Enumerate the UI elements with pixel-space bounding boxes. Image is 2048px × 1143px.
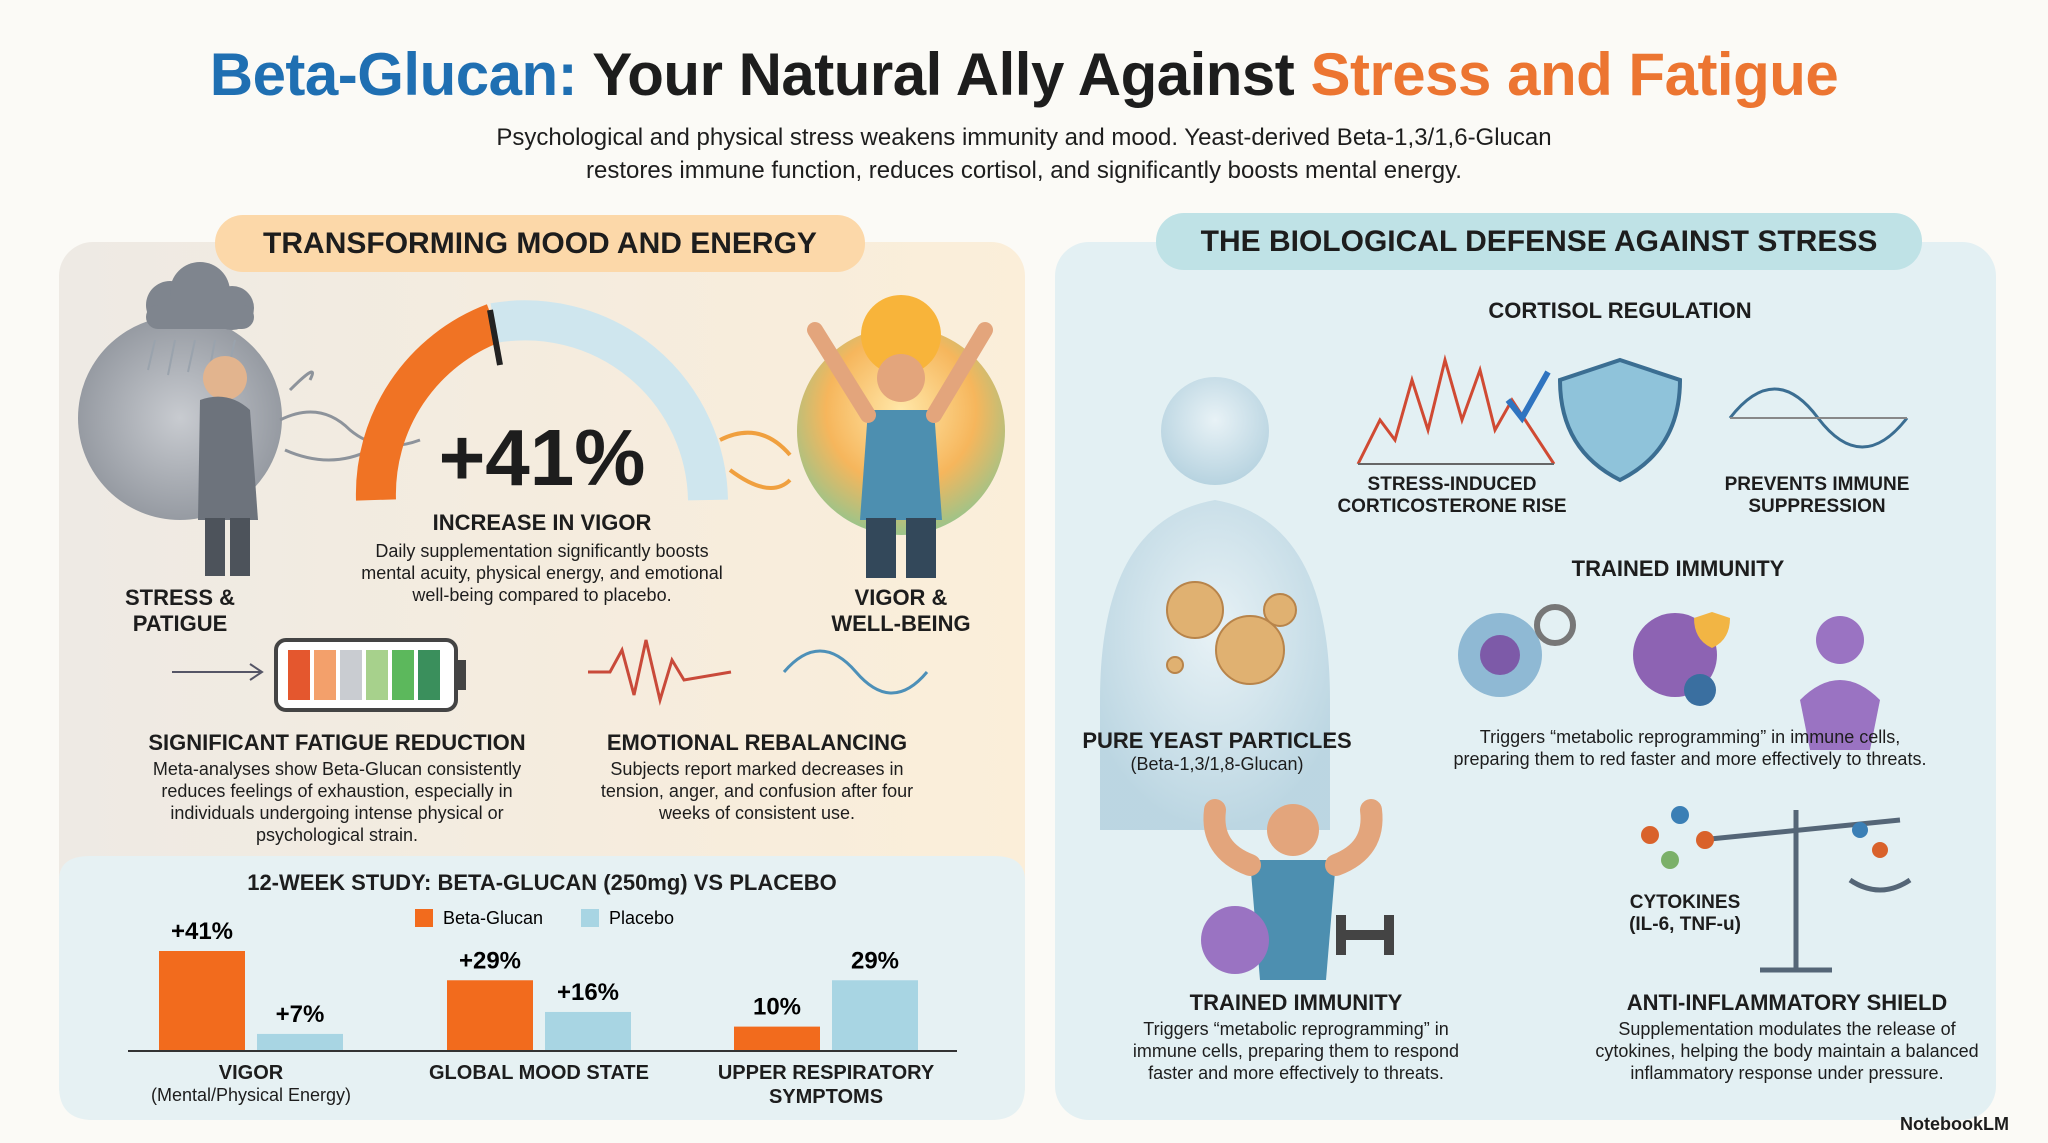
yeast-subtitle: (Beta-1,3/1,8-Glucan) — [1130, 754, 1304, 774]
chart-panel — [59, 856, 1025, 1120]
shield-icon — [1557, 357, 1683, 483]
category-note: (Mental/Physical Energy) — [150, 1085, 352, 1105]
cloud — [146, 262, 254, 330]
vigor-swirls — [719, 430, 792, 490]
legend-swatch — [415, 909, 433, 927]
left-heading: TRANSFORMING MOOD AND ENERGY — [215, 215, 865, 272]
muscle-figure — [1201, 799, 1394, 980]
trained-description: Triggers “metabolic reprogramming” in im… — [1132, 1019, 1460, 1083]
value-label: +16% — [557, 979, 619, 1006]
value-label: +29% — [459, 947, 521, 974]
chart: Beta-Glucan Placebo +41% +29% 10% +7% +16% 29% — [128, 908, 957, 1052]
right-heading: THE BIOLOGICAL DEFENSE AGAINST STRESS — [1156, 213, 1922, 270]
check — [1505, 370, 1551, 424]
bar — [545, 1011, 631, 1051]
gauge-description: Daily supplementation significantly boos… — [361, 541, 723, 605]
bar — [257, 1033, 343, 1051]
bar — [159, 951, 245, 1051]
rise-label: STRESS-INDUCED CORTICOSTERONE RISE — [1337, 474, 1567, 517]
bar — [734, 1026, 820, 1051]
cytokines-label: CYTOKINES (IL-6, TNF-u) — [1629, 892, 1741, 935]
legend-label: Beta-Glucan — [443, 908, 543, 928]
subtitle-line: Psychological and physical stress weaken… — [496, 124, 1552, 151]
stress-label: STRESS & PATIGUE — [124, 585, 236, 636]
chart-title: 12-WEEK STUDY: BETA-GLUCAN (250mg) VS PL… — [247, 870, 837, 895]
fatigue-title: SIGNIFICANT FATIGUE REDUCTION — [148, 730, 526, 755]
gauge-needle — [487, 309, 503, 366]
balance-scale — [1699, 810, 1912, 973]
immune-cells — [1458, 604, 1880, 750]
trained-title: TRAINED IMMUNITY — [1189, 990, 1403, 1015]
trained-description: Triggers “metabolic reprogramming” in im… — [1453, 727, 1927, 769]
value-label: +7% — [276, 1001, 325, 1028]
legend-swatch — [581, 909, 599, 927]
fatigue-description: Meta-analyses show Beta-Glucan consisten… — [152, 759, 522, 845]
bar — [447, 980, 533, 1051]
cortisol-title: CORTISOL REGULATION — [1488, 298, 1752, 323]
sun — [861, 295, 941, 375]
value-label: 10% — [753, 994, 801, 1021]
molecules — [1641, 806, 1888, 869]
value-label: 29% — [851, 947, 899, 974]
category-label: GLOBAL MOOD STATE — [429, 1062, 649, 1084]
vigor-label: VIGOR & WELL-BEING — [831, 585, 971, 636]
yeast — [1166, 581, 1297, 685]
prevents-label: PREVENTS IMMUNE SUPPRESSION — [1724, 474, 1910, 517]
arrow-head — [249, 663, 264, 681]
title-part: Your Natural Ally Against — [592, 41, 1295, 108]
gauge-value: +41% — [438, 413, 646, 502]
category-label: UPPER RESPIRATORY SYMPTOMS — [717, 1062, 935, 1108]
emotional-description: Subjects report marked decreases in tens… — [600, 759, 914, 823]
subtitle-line: restores immune function, reduces cortis… — [586, 157, 1462, 184]
category-label: VIGOR — [218, 1062, 284, 1084]
cortisol-line — [1356, 354, 1556, 465]
heartbeat — [588, 639, 732, 706]
title-part: Beta-Glucan: — [209, 41, 578, 108]
value-label: +41% — [171, 918, 233, 945]
title-part: Stress and Fatigue — [1310, 41, 1839, 108]
tired-person — [198, 356, 258, 576]
brand: NotebookLM — [1900, 1114, 2009, 1134]
gauge-orange — [355, 304, 502, 501]
emotional-title: EMOTIONAL REBALANCING — [606, 730, 908, 755]
shield-title: ANTI-INFLAMMATORY SHIELD — [1626, 990, 1948, 1015]
gauge-title: INCREASE IN VIGOR — [432, 510, 652, 535]
trained-title: TRAINED IMMUNITY — [1571, 556, 1785, 581]
bar — [832, 980, 918, 1051]
gauge-blue — [490, 300, 728, 501]
shield-description: Supplementation modulates the release of… — [1595, 1019, 1979, 1083]
battery — [274, 638, 466, 712]
yeast-title: PURE YEAST PARTICLES — [1082, 728, 1352, 753]
wave — [782, 649, 929, 695]
legend-label: Placebo — [609, 908, 674, 928]
title: Beta-Glucan: Your Natural Ally Against S… — [0, 40, 2048, 109]
body-silhouette — [1100, 377, 1330, 830]
happy-person — [807, 322, 993, 578]
